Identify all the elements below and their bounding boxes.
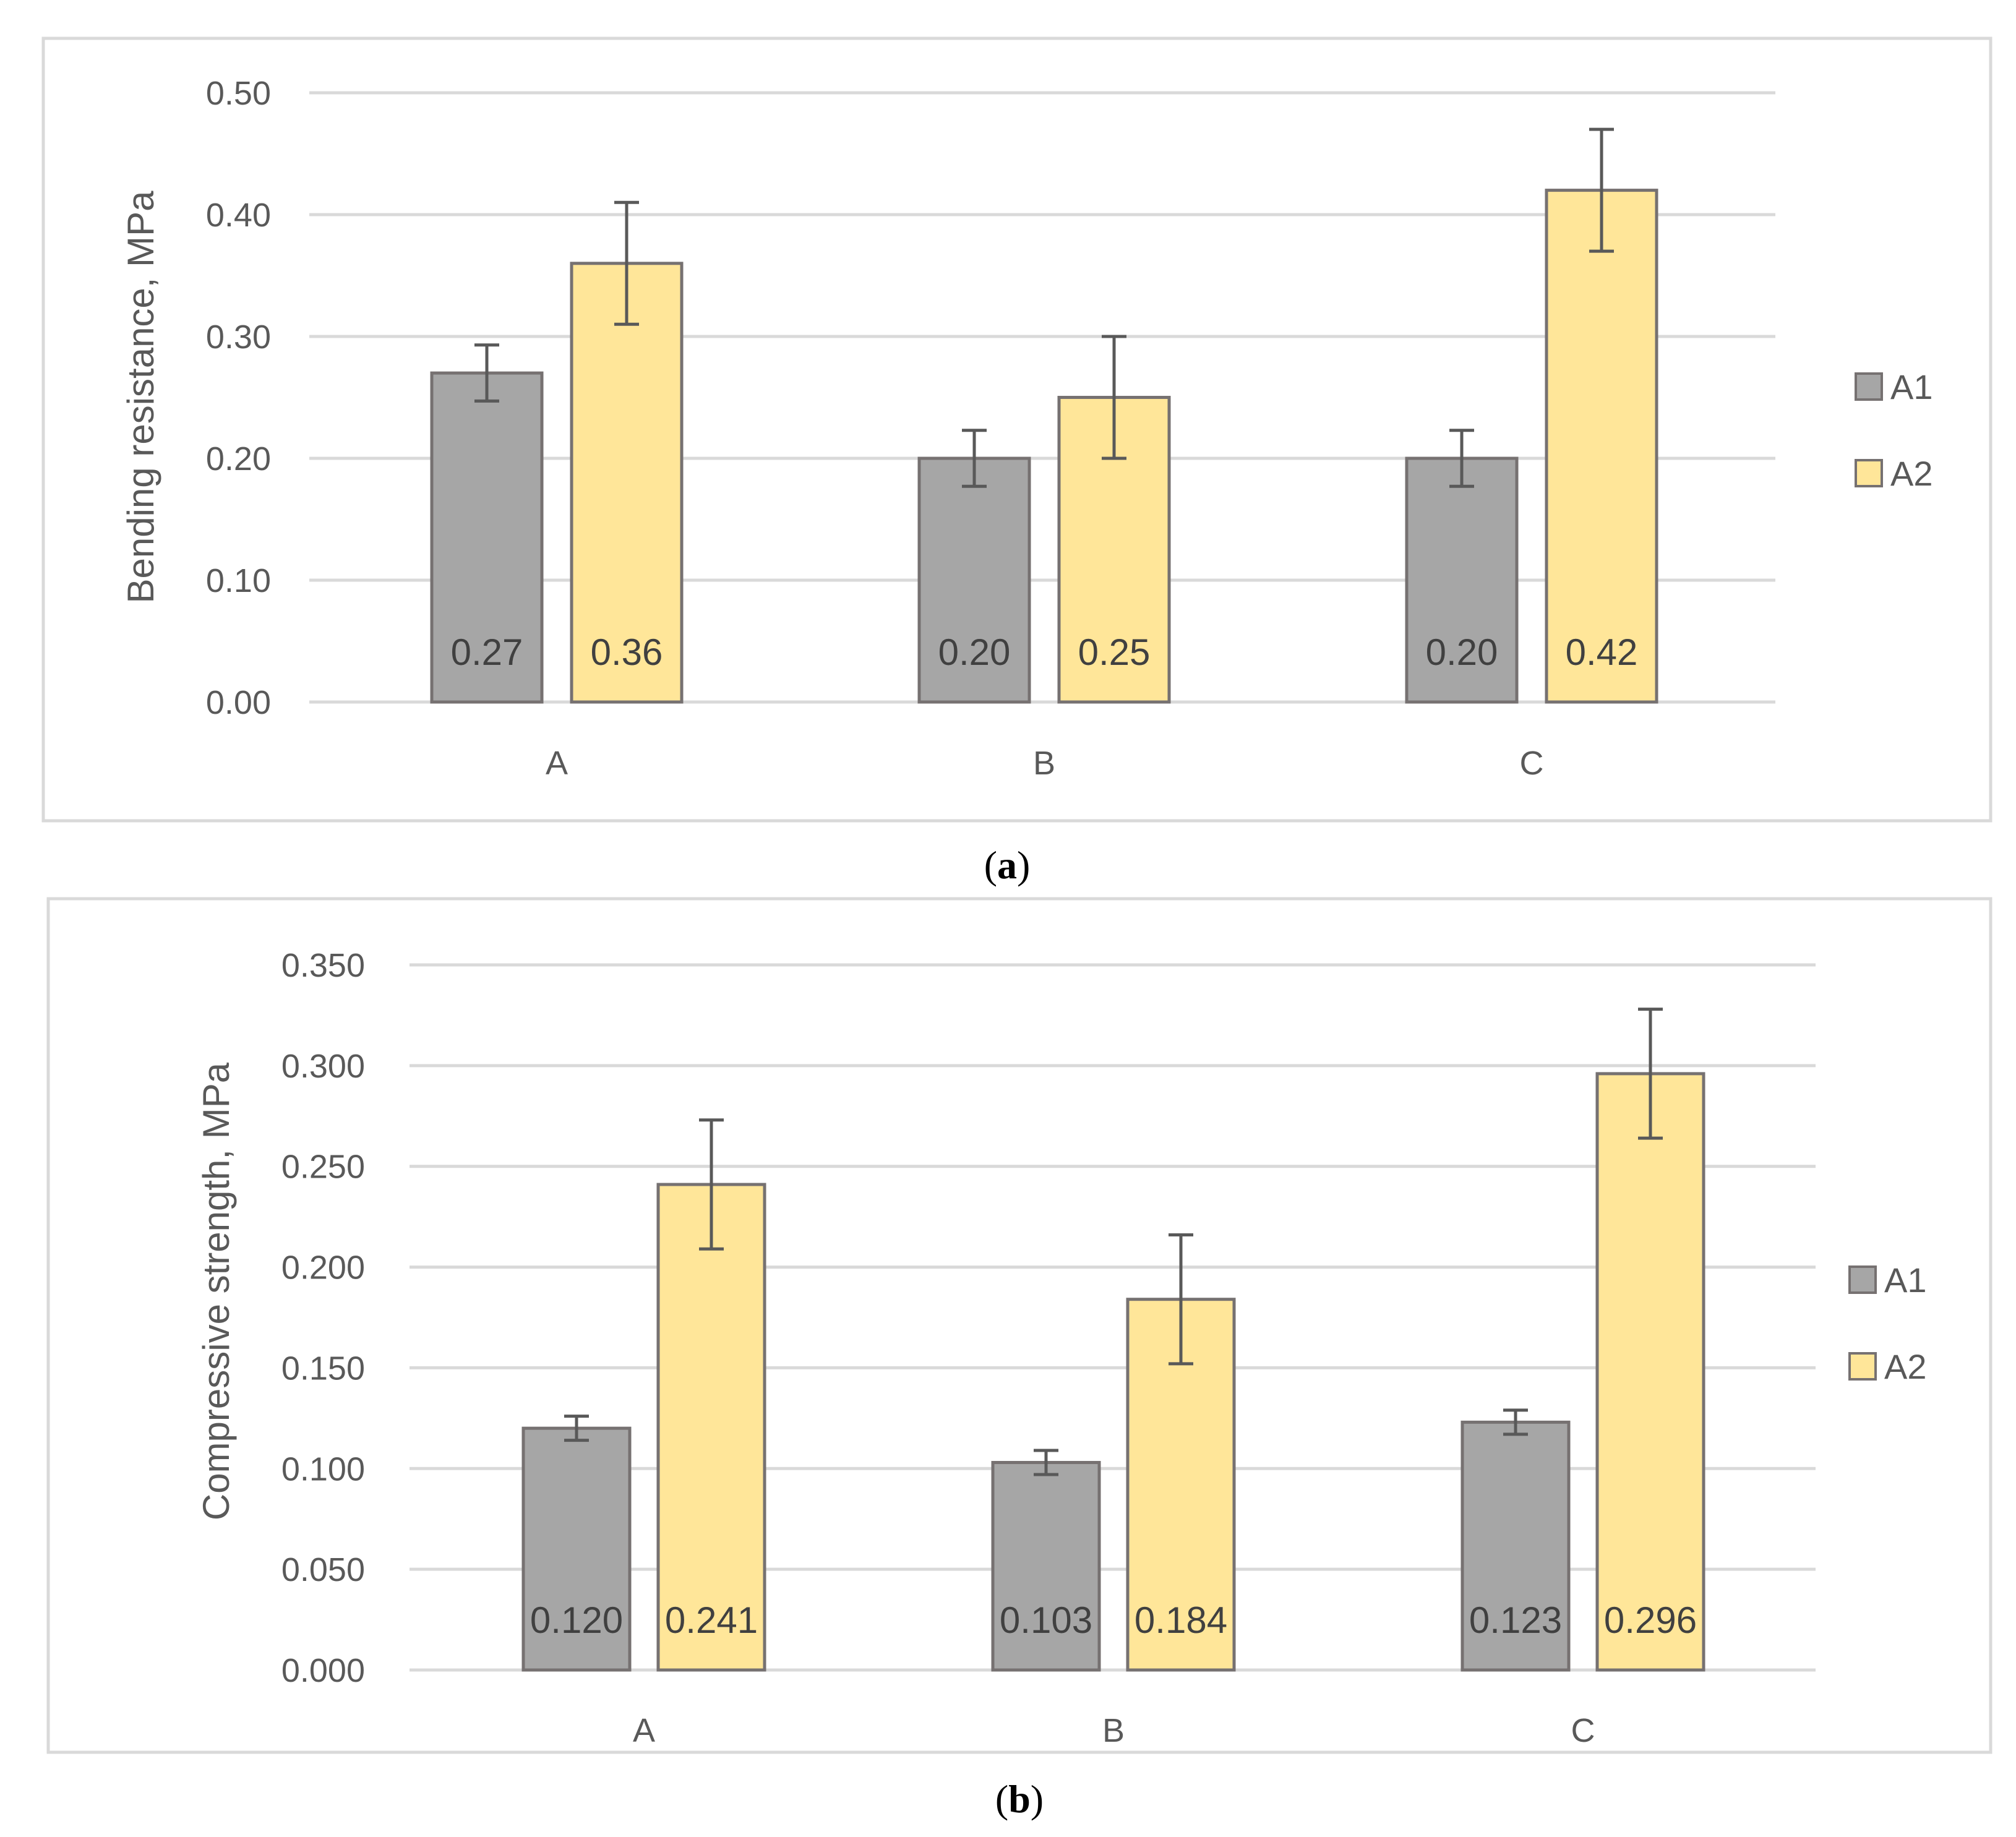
caption-b-open: ( (995, 1777, 1008, 1821)
legend-swatch-A2 (1855, 459, 1883, 487)
legend-label-A1: A1 (1884, 1261, 1927, 1300)
x-tick-label-a: B (1033, 745, 1055, 782)
y-tick-label-b: 0.200 (281, 1249, 365, 1287)
data-label-A1-A: 0.120 (530, 1599, 623, 1641)
legend-a: A1 A2 (1855, 367, 1933, 493)
y-tick-label-a: 0.30 (206, 319, 271, 356)
data-label-A2-A: 0.241 (665, 1599, 758, 1641)
legend-label-A2: A2 (1884, 1347, 1927, 1386)
gridlines-a (309, 91, 1775, 704)
y-tick-label-a: 0.40 (206, 197, 271, 234)
data-label-A2-B: 0.25 (1078, 632, 1151, 673)
x-tick-labels-b: A B C (633, 1712, 1595, 1749)
x-tick-label-a: C (1520, 745, 1544, 782)
caption-b: (b) (995, 1777, 1044, 1821)
y-tick-label-b: 0.000 (281, 1652, 365, 1689)
bar-A2-A (656, 1183, 766, 1672)
y-axis-title-b: Compressive strength, MPa (195, 1062, 237, 1520)
data-label-A2-C: 0.42 (1566, 632, 1638, 673)
x-tick-label-a: A (546, 745, 568, 782)
y-tick-label-a: 0.10 (206, 562, 271, 599)
x-tick-label-b: B (1102, 1712, 1125, 1749)
bar-A1-B (991, 1461, 1101, 1672)
y-tick-label-b: 0.050 (281, 1551, 365, 1588)
data-label-A2-C: 0.296 (1604, 1599, 1697, 1641)
y-tick-label-b: 0.100 (281, 1450, 365, 1488)
legend-swatch-A2 (1848, 1352, 1877, 1381)
y-tick-label-a: 0.50 (206, 75, 271, 112)
bars-a: 0.27 0.36 0.20 0.25 0.20 0.42 (430, 127, 1658, 704)
legend-b: A1 A2 (1848, 1261, 1927, 1386)
caption-a: (a) (984, 843, 1031, 887)
y-tick-label-b: 0.150 (281, 1350, 365, 1387)
data-label-A2-B: 0.184 (1135, 1599, 1227, 1641)
y-tick-labels-a: 0.00 0.10 0.20 0.30 0.40 0.50 (206, 75, 271, 721)
bar-A1-A (521, 1426, 632, 1672)
caption-b-letter: b (1008, 1777, 1031, 1821)
y-tick-label-b: 0.250 (281, 1149, 365, 1186)
bar-A2-A (570, 262, 684, 704)
legend-label-A1: A1 (1890, 367, 1933, 406)
caption-b-close: ) (1031, 1777, 1044, 1821)
caption-a-open: ( (984, 843, 997, 887)
y-tick-label-b: 0.350 (281, 947, 365, 984)
chart-panel-a: Bending resistance, MPa 0.00 0.10 0.20 0.30… (41, 36, 1992, 823)
bars-b: 0.120 0.241 0.103 0.184 0.123 0.296 (521, 1008, 1705, 1672)
y-tick-label-a: 0.20 (206, 440, 271, 477)
data-label-A1-B: 0.20 (938, 632, 1011, 673)
caption-a-close: ) (1017, 843, 1030, 887)
y-tick-label-b: 0.300 (281, 1048, 365, 1085)
legend-swatch-A1 (1848, 1265, 1877, 1294)
y-tick-label-a: 0.00 (206, 684, 271, 721)
y-tick-labels-b: 0.000 0.050 0.100 0.150 0.200 0.250 0.300 0.350 (281, 947, 365, 1689)
data-label-A1-B: 0.103 (1000, 1599, 1092, 1641)
x-tick-label-b: A (633, 1712, 655, 1749)
bar-A2-C (1595, 1072, 1705, 1672)
data-label-A2-A: 0.36 (591, 632, 663, 673)
data-label-A1-C: 0.20 (1426, 632, 1498, 673)
bar-A1-B (917, 456, 1031, 704)
legend-swatch-A1 (1855, 372, 1883, 401)
data-label-A1-C: 0.123 (1469, 1599, 1562, 1641)
y-axis-title-a: Bending resistance, MPa (120, 191, 161, 604)
legend-label-A2: A2 (1890, 454, 1933, 493)
x-tick-label-b: C (1571, 1712, 1595, 1749)
data-label-A1-A: 0.27 (451, 632, 523, 673)
bar-A1-C (1405, 456, 1519, 704)
x-tick-labels-a: A B C (546, 745, 1544, 782)
bar-A1-A (430, 371, 544, 704)
bar-A2-C (1545, 189, 1658, 704)
caption-a-letter: a (997, 843, 1017, 887)
gridlines-b (410, 963, 1816, 1672)
chart-panel-b: Compressive strength, MPa 0.000 0.050 0.10… (46, 897, 1992, 1754)
